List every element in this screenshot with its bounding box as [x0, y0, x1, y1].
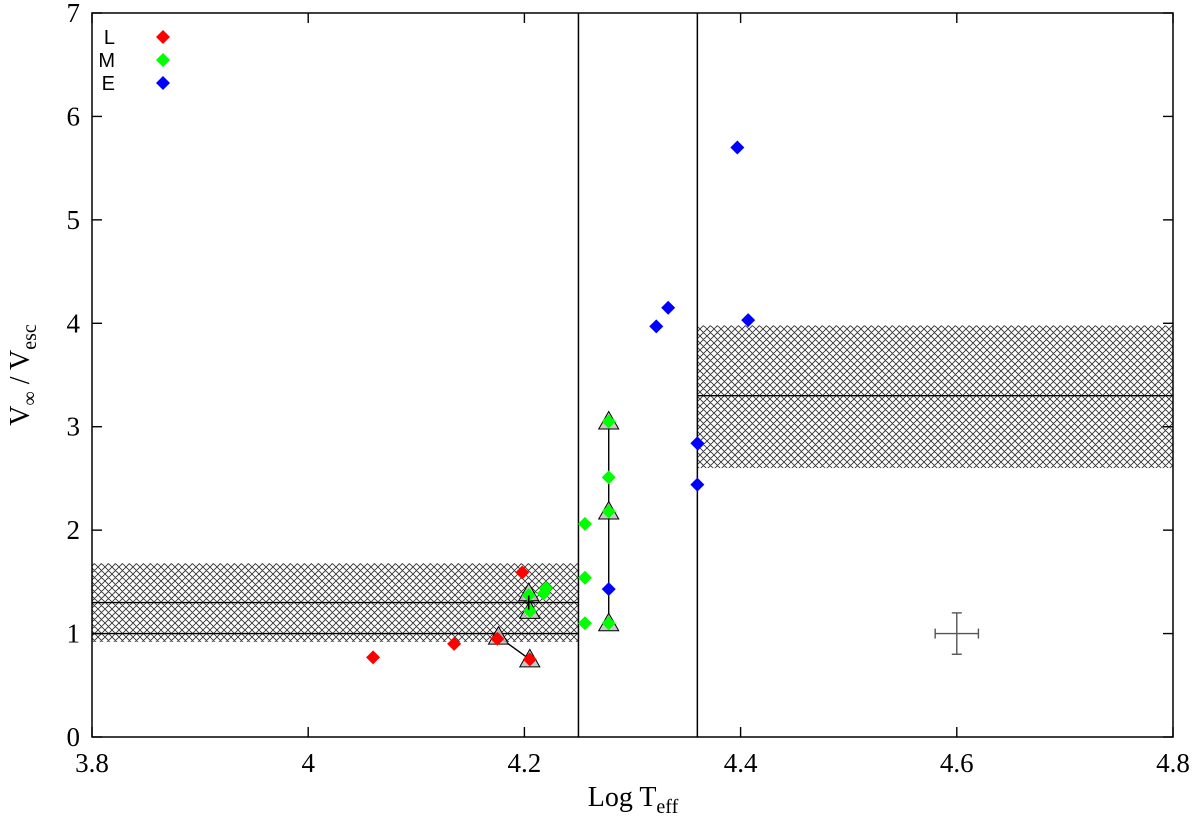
legend-label-E: E: [102, 73, 115, 95]
data-point-M-7: [601, 414, 616, 429]
data-point-L-3: [515, 565, 530, 580]
data-point-M-0: [521, 588, 536, 603]
plot-frame: [91, 12, 1174, 738]
y-axis-title-main-sub: ∞: [19, 391, 41, 405]
data-point-E-1: [649, 319, 664, 334]
x-tick-label-4: 4.6: [940, 748, 974, 778]
data-point-L-1: [447, 636, 462, 651]
y-tick-label-3: 3: [67, 412, 81, 442]
x-tick-label-0: 3.8: [75, 748, 109, 778]
y-axis-title-sep: / V: [5, 350, 36, 392]
legend: LME: [98, 27, 170, 95]
x-tick-label-1: 4: [301, 748, 315, 778]
x-tick-label-3: 4.4: [724, 748, 758, 778]
error-bars: [522, 595, 980, 655]
data-point-M-10: [601, 616, 616, 631]
y-tick-label-4: 4: [67, 308, 81, 338]
legend-marker-E: [156, 76, 170, 90]
data-point-M-4: [577, 516, 592, 531]
data-point-M-1: [522, 603, 537, 618]
x-axis-title-sub: eff: [656, 796, 678, 817]
y-tick-label-1: 1: [67, 619, 81, 649]
data-points: [366, 140, 756, 667]
small-cross-0: [522, 595, 535, 610]
data-point-E-2: [661, 300, 676, 315]
x-tick-label-2: 4.2: [508, 748, 542, 778]
x-axis-ticks: 3.8 4 4.2 4.4 4.6 4.8: [75, 13, 1190, 778]
y-tick-label-5: 5: [67, 205, 81, 235]
data-point-M-9: [601, 504, 616, 519]
shaded-bands: [92, 325, 1173, 642]
y-tick-label-2: 2: [67, 515, 81, 545]
data-point-L-2: [490, 631, 505, 646]
shaded-band-1: [697, 325, 1173, 469]
data-point-M-6: [577, 616, 592, 631]
x-axis-title-main: Log T: [588, 782, 657, 813]
y-tick-label-6: 6: [67, 101, 81, 131]
legend-marker-L: [156, 30, 170, 44]
y-axis-title: V∞ / Vesc: [5, 324, 41, 426]
data-point-M-3: [539, 581, 554, 596]
data-point-E-5: [730, 140, 745, 155]
data-point-E-6: [741, 313, 756, 328]
region-dividers: [577, 13, 699, 737]
data-point-M-5: [577, 570, 592, 585]
data-point-L-4: [522, 652, 537, 667]
x-tick-label-5: 4.8: [1156, 748, 1190, 778]
legend-label-L: L: [104, 27, 115, 49]
data-point-E-3: [690, 436, 705, 451]
data-point-E-4: [690, 477, 705, 492]
x-axis-title: Log Teff: [588, 782, 679, 817]
y-axis-title-sub: esc: [19, 324, 41, 350]
y-tick-label-0: 0: [67, 722, 81, 752]
y-axis-ticks: 0 1 2 3 4 5 6 7: [67, 0, 1173, 752]
legend-marker-M: [156, 53, 170, 67]
y-tick-label-7: 7: [67, 0, 81, 28]
data-point-E-0: [601, 582, 616, 597]
legend-label-M: M: [98, 50, 115, 72]
data-point-L-0: [366, 650, 381, 665]
y-axis-title-main: V: [5, 406, 36, 426]
representative-error-bar: [934, 612, 980, 655]
data-point-M-8: [601, 470, 616, 485]
